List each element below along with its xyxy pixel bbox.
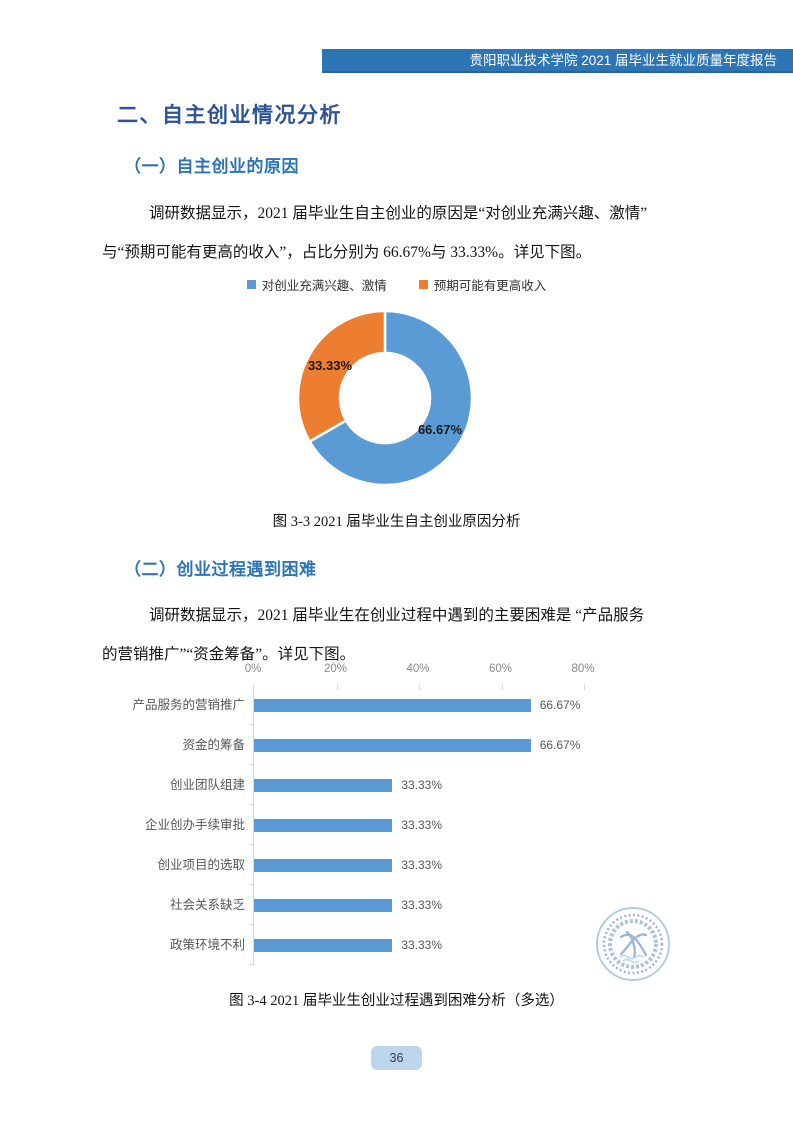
y-axis-tick-mark <box>249 924 254 925</box>
x-axis-tick-mark <box>501 685 503 690</box>
donut-slice-1 <box>296 309 387 444</box>
legend-label: 对创业充满兴趣、激情 <box>261 278 387 293</box>
seal-text-ring <box>602 913 664 975</box>
bar-value-label: 66.67% <box>539 738 581 752</box>
y-axis-tick-mark <box>249 724 254 725</box>
bar-category-label: 创业团队组建 <box>169 778 245 792</box>
header-title: 贵阳职业技术学院 2021 届毕业生就业质量年度报告 <box>469 53 777 68</box>
bar-row: 33.33% <box>254 845 586 885</box>
donut-chart-svg: 66.67% 33.33% <box>296 309 474 487</box>
bar-category-label: 社会关系缺乏 <box>169 898 245 912</box>
bar <box>254 858 393 872</box>
college-seal-watermark <box>596 907 670 981</box>
paragraph1-line1: 调研数据显示，2021 届毕业生自主创业的原因是“对创业充满兴趣、激情” <box>149 205 648 222</box>
seal-waves-icon <box>619 954 645 964</box>
pie-legend: 对创业充满兴趣、激情 预期可能有更高收入 <box>0 275 793 294</box>
legend-label: 预期可能有更高收入 <box>433 278 547 293</box>
subsection2-title: （二）创业过程遇到困难 <box>124 560 317 579</box>
x-axis-tick-mark <box>419 685 420 690</box>
bar <box>254 738 531 752</box>
x-axis-tick-mark <box>584 685 585 690</box>
bar-row: 66.67% <box>254 685 586 725</box>
x-axis-tick-label: 40% <box>406 663 430 675</box>
legend-swatch-icon <box>246 279 256 289</box>
bar <box>254 698 531 712</box>
header-banner: 贵阳职业技术学院 2021 届毕业生就业质量年度报告 <box>322 49 793 73</box>
legend-item: 对创业充满兴趣、激情 <box>246 275 387 294</box>
bar-chart: 0% 20% 40% 60% 80% 产品服务的营销推广资金的筹备创业团队组建企业创办手… <box>0 663 793 968</box>
bar-category-label: 创业项目的选取 <box>157 858 245 872</box>
bar <box>254 778 393 792</box>
bar-chart-category-labels: 产品服务的营销推广资金的筹备创业团队组建企业创办手续审批创业项目的选取社会关系缺… <box>90 685 245 965</box>
bar-value-label: 33.33% <box>401 858 442 872</box>
x-axis-tick-label: 0% <box>244 663 262 675</box>
page-number-badge: 36 <box>371 1046 422 1070</box>
paragraph2-line1: 调研数据显示，2021 届毕业生在创业过程中遇到的主要困难是 “产品服务 <box>149 607 645 624</box>
paragraph2-line2: 的营销推广”“资金筹备”。详见下图。 <box>102 646 356 663</box>
figure-3-3-caption: 图 3-3 2021 届毕业生自主创业原因分析 <box>272 514 521 530</box>
donut-slice-0 <box>307 309 474 487</box>
legend-item: 预期可能有更高收入 <box>418 275 547 294</box>
bar-row: 33.33% <box>254 885 586 925</box>
y-axis-tick-mark <box>249 884 254 885</box>
bar-chart-x-axis: 0% 20% 40% 60% 80% <box>0 663 793 679</box>
y-axis-tick-mark <box>249 964 254 965</box>
legend-swatch-icon <box>418 279 428 289</box>
y-axis-tick-mark <box>249 804 254 805</box>
bar-value-label: 33.33% <box>401 818 442 832</box>
bar-category-label: 产品服务的营销推广 <box>132 698 245 712</box>
bar-category-label: 政策环境不利 <box>169 938 245 952</box>
bar-value-label: 33.33% <box>401 898 442 912</box>
donut-value-label: 33.33% <box>308 358 353 373</box>
x-axis-tick-label: 20% <box>323 663 348 675</box>
paragraph1-line2: 与“预期可能有更高的收入”，占比分别为 66.67%与 33.33%。详见下图。 <box>102 244 592 261</box>
x-axis-tick-label: 80% <box>571 663 595 675</box>
x-axis-tick-mark <box>336 685 338 690</box>
bar-chart-plot-area: 66.67% 66.67% 33.33% 33.33% 33.33% 33.33% 33.3… <box>249 685 586 965</box>
figure-3-4-caption: 图 3-4 2021 届毕业生创业过程遇到困难分析（多选） <box>229 993 564 1009</box>
bar <box>254 818 393 832</box>
donut-chart: 66.67% 33.33% <box>295 308 475 488</box>
bar-row: 66.67% <box>254 725 586 765</box>
bar <box>254 938 393 952</box>
subsection1-title: （一）自主创业的原因 <box>124 157 299 176</box>
bar <box>254 898 393 912</box>
page-number: 36 <box>389 1051 404 1065</box>
bar-value-label: 33.33% <box>401 778 442 792</box>
y-axis-tick-mark <box>249 844 254 845</box>
seal-emblem-icon <box>619 930 648 960</box>
bar-row: 33.33% <box>254 765 586 805</box>
x-axis-tick-label: 60% <box>488 663 513 675</box>
y-axis-tick-mark <box>249 764 254 765</box>
bar-row: 33.33% <box>254 925 586 965</box>
section-title: 二、自主创业情况分析 <box>117 104 342 127</box>
bar-category-label: 企业创办手续审批 <box>144 818 245 832</box>
bar-value-label: 66.67% <box>539 698 581 712</box>
bar-row: 33.33% <box>254 805 586 845</box>
bar-value-label: 33.33% <box>401 938 442 952</box>
bar-category-label: 资金的筹备 <box>182 738 245 752</box>
donut-value-label: 66.67% <box>418 422 463 437</box>
